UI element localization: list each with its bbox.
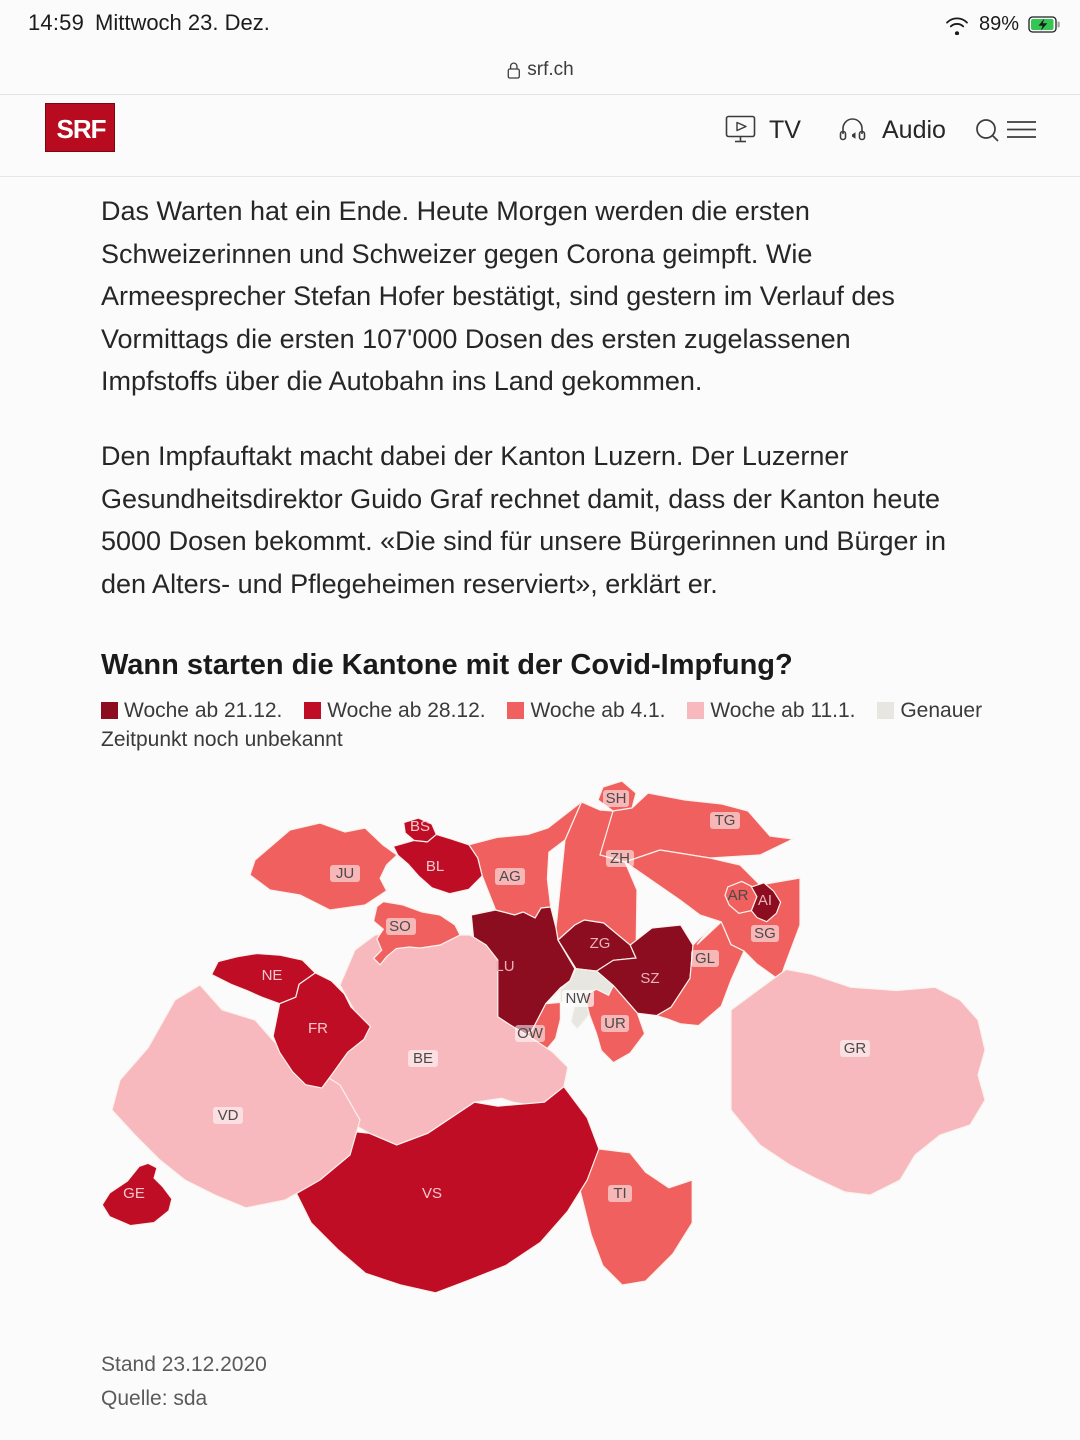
svg-text:JU: JU — [336, 865, 354, 882]
svg-text:GR: GR — [844, 1040, 867, 1057]
svg-text:NE: NE — [262, 967, 283, 984]
svg-text:NW: NW — [566, 990, 592, 1007]
svg-text:SZ: SZ — [640, 970, 659, 987]
svg-text:GL: GL — [695, 950, 715, 967]
svg-text:VD: VD — [218, 1107, 239, 1124]
svg-text:UR: UR — [604, 1015, 626, 1032]
svg-text:BE: BE — [413, 1050, 433, 1067]
svg-text:BS: BS — [410, 818, 430, 835]
svg-text:LU: LU — [495, 958, 514, 975]
svg-text:AG: AG — [499, 868, 521, 885]
svg-text:GE: GE — [123, 1185, 145, 1202]
svg-text:SO: SO — [389, 918, 411, 935]
svg-text:TI: TI — [613, 1185, 626, 1202]
svg-text:SG: SG — [754, 925, 776, 942]
svg-text:AR: AR — [728, 887, 749, 904]
svg-text:FR: FR — [308, 1020, 328, 1037]
svg-text:VS: VS — [422, 1185, 442, 1202]
svg-text:ZG: ZG — [590, 935, 611, 952]
svg-text:AI: AI — [758, 892, 772, 909]
svg-text:OW: OW — [517, 1025, 544, 1042]
svg-text:BL: BL — [426, 858, 444, 875]
svg-text:ZH: ZH — [610, 850, 630, 867]
svg-text:TG: TG — [715, 812, 736, 829]
svg-text:SRF: SRF — [57, 114, 106, 144]
svg-text:SH: SH — [606, 790, 627, 807]
